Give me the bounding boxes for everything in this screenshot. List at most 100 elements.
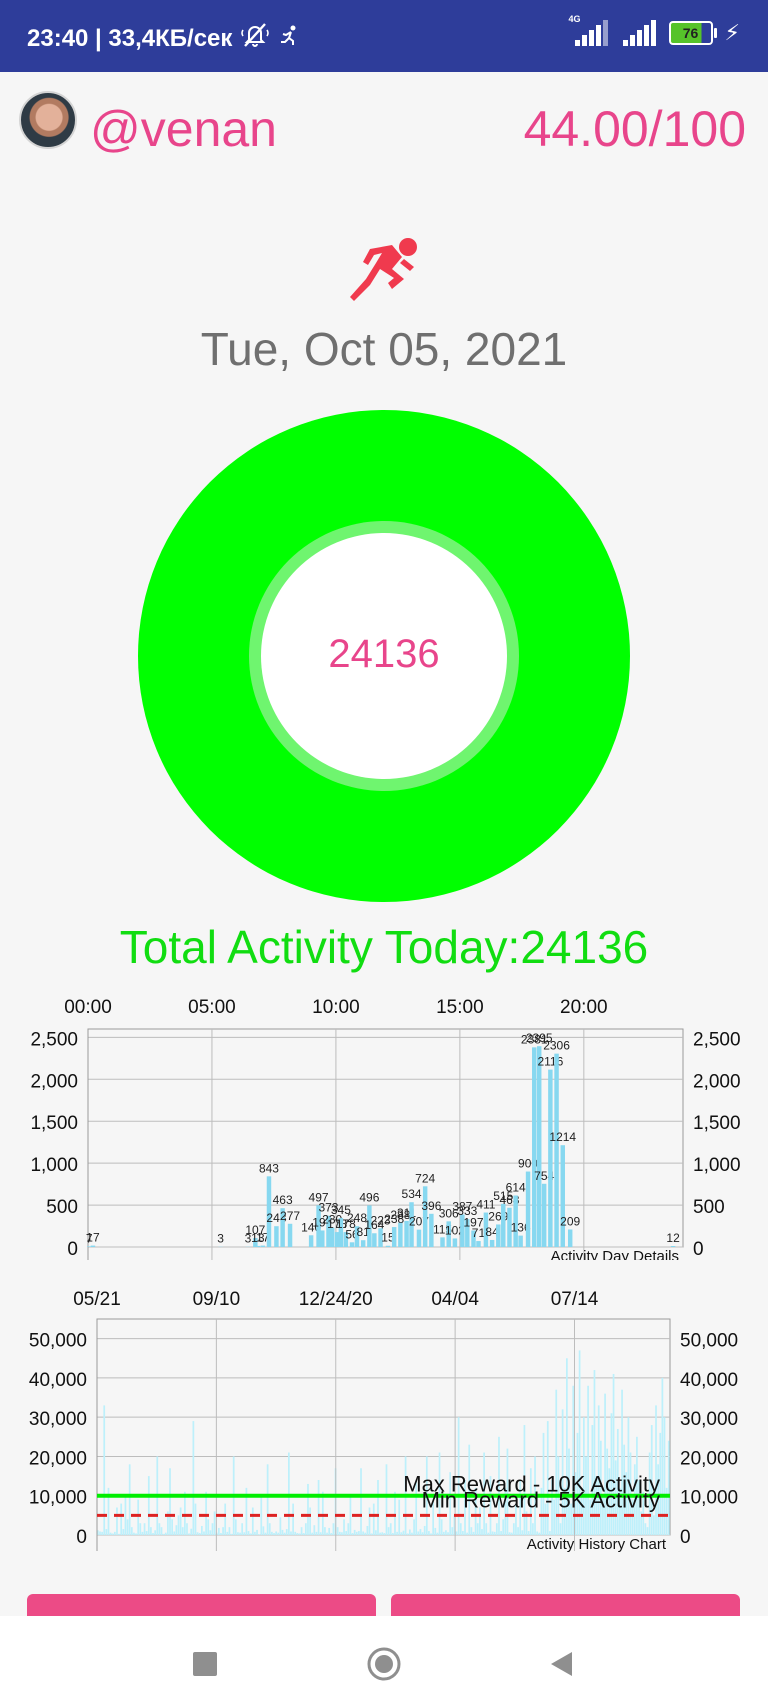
history-bar bbox=[612, 1373, 615, 1535]
history-bar bbox=[447, 1532, 449, 1535]
history-bar bbox=[366, 1525, 369, 1535]
history-bar bbox=[633, 1464, 636, 1535]
history-bar bbox=[228, 1527, 231, 1535]
signal-icon bbox=[621, 20, 657, 46]
history-bar bbox=[126, 1519, 129, 1535]
bar bbox=[385, 1245, 391, 1247]
bar bbox=[409, 1202, 414, 1247]
history-bar bbox=[209, 1530, 212, 1535]
history-bar bbox=[479, 1507, 481, 1535]
bar bbox=[513, 1195, 518, 1247]
history-bar bbox=[549, 1531, 551, 1535]
history-bar bbox=[260, 1495, 263, 1535]
history-bar bbox=[135, 1533, 137, 1535]
history-bar bbox=[453, 1515, 456, 1535]
bar-value-label: 269 bbox=[488, 1209, 508, 1223]
history-bar bbox=[576, 1432, 579, 1535]
history-bar bbox=[184, 1491, 186, 1535]
history-bar bbox=[315, 1531, 318, 1535]
history-bar bbox=[423, 1525, 426, 1535]
history-bar bbox=[631, 1499, 634, 1535]
history-bar bbox=[570, 1503, 572, 1535]
history-bar bbox=[128, 1464, 131, 1535]
avatar[interactable] bbox=[19, 91, 77, 149]
history-bar bbox=[665, 1487, 668, 1535]
home-icon[interactable] bbox=[367, 1647, 401, 1681]
history-bar bbox=[402, 1530, 405, 1535]
history-bar bbox=[351, 1533, 354, 1535]
y-tick-label-right: 20,000 bbox=[680, 1448, 738, 1469]
bar-value-label: 81 bbox=[357, 1225, 371, 1239]
history-bar bbox=[644, 1523, 647, 1535]
history-bar bbox=[474, 1487, 477, 1535]
history-bar bbox=[504, 1487, 507, 1535]
history-bar bbox=[118, 1533, 120, 1535]
history-bar bbox=[394, 1491, 396, 1535]
history-bar bbox=[243, 1532, 246, 1535]
history-bar bbox=[659, 1432, 662, 1535]
y-tick-label-right: 1,000 bbox=[693, 1155, 741, 1176]
history-bar bbox=[411, 1532, 413, 1535]
bar bbox=[560, 1145, 565, 1247]
history-bar bbox=[152, 1533, 154, 1535]
y-tick-label-right: 0 bbox=[680, 1527, 691, 1548]
bar bbox=[349, 1242, 355, 1247]
y-tick-label-right: 2,000 bbox=[693, 1071, 741, 1092]
history-bar bbox=[147, 1476, 150, 1535]
bar bbox=[476, 1241, 481, 1247]
x-tick-label: 10:00 bbox=[312, 997, 360, 1018]
bar bbox=[567, 1229, 573, 1247]
x-tick-label: 00:00 bbox=[64, 997, 112, 1018]
history-bar bbox=[319, 1532, 322, 1535]
bar-value-label: 306 bbox=[439, 1206, 459, 1220]
history-bar bbox=[621, 1389, 623, 1535]
history-bar bbox=[141, 1531, 144, 1535]
history-bar bbox=[595, 1476, 598, 1535]
recents-icon[interactable] bbox=[193, 1652, 217, 1676]
bar-value-label: 496 bbox=[359, 1190, 379, 1204]
bar-value-label: 178 bbox=[336, 1217, 356, 1231]
username[interactable]: @venan bbox=[90, 101, 277, 157]
bar bbox=[391, 1227, 397, 1247]
history-bar bbox=[103, 1405, 106, 1535]
history-bar bbox=[476, 1523, 479, 1535]
charging-icon: ⚡ bbox=[724, 20, 740, 45]
bar-value-label: 2381 bbox=[521, 1032, 548, 1046]
y-tick-label-left: 1,500 bbox=[30, 1113, 78, 1134]
history-bar bbox=[638, 1480, 640, 1535]
history-bar bbox=[462, 1531, 464, 1535]
history-bar bbox=[124, 1495, 127, 1535]
history-bar bbox=[413, 1519, 415, 1535]
left-action-button[interactable] bbox=[27, 1594, 376, 1618]
history-bar bbox=[375, 1530, 377, 1535]
history-bar bbox=[258, 1534, 261, 1535]
bar bbox=[465, 1219, 470, 1247]
bar bbox=[338, 1218, 344, 1247]
history-bar bbox=[321, 1491, 324, 1535]
navigation-bar bbox=[0, 1616, 768, 1707]
history-bar bbox=[455, 1531, 458, 1535]
history-bar bbox=[173, 1531, 176, 1535]
history-bar bbox=[279, 1517, 282, 1535]
bar bbox=[446, 1221, 451, 1247]
history-bar bbox=[519, 1480, 522, 1535]
bar bbox=[274, 1226, 279, 1247]
history-bar bbox=[523, 1425, 526, 1535]
right-action-button[interactable] bbox=[391, 1594, 740, 1618]
bar-value-label: 333 bbox=[457, 1204, 477, 1218]
history-bar bbox=[355, 1531, 358, 1535]
bar bbox=[404, 1220, 409, 1247]
bar-value-label: 197 bbox=[463, 1215, 483, 1229]
history-bar bbox=[300, 1527, 303, 1535]
history-bar bbox=[154, 1530, 157, 1535]
history-bar bbox=[627, 1417, 630, 1535]
history-bar bbox=[313, 1525, 316, 1535]
steps-value: 24136 bbox=[328, 632, 440, 676]
history-bar bbox=[540, 1487, 543, 1535]
history-bar bbox=[561, 1409, 564, 1535]
history-bar bbox=[150, 1527, 152, 1535]
back-icon[interactable] bbox=[548, 1650, 574, 1678]
bar bbox=[378, 1228, 383, 1247]
history-bar bbox=[139, 1523, 142, 1535]
bar bbox=[554, 1053, 559, 1247]
